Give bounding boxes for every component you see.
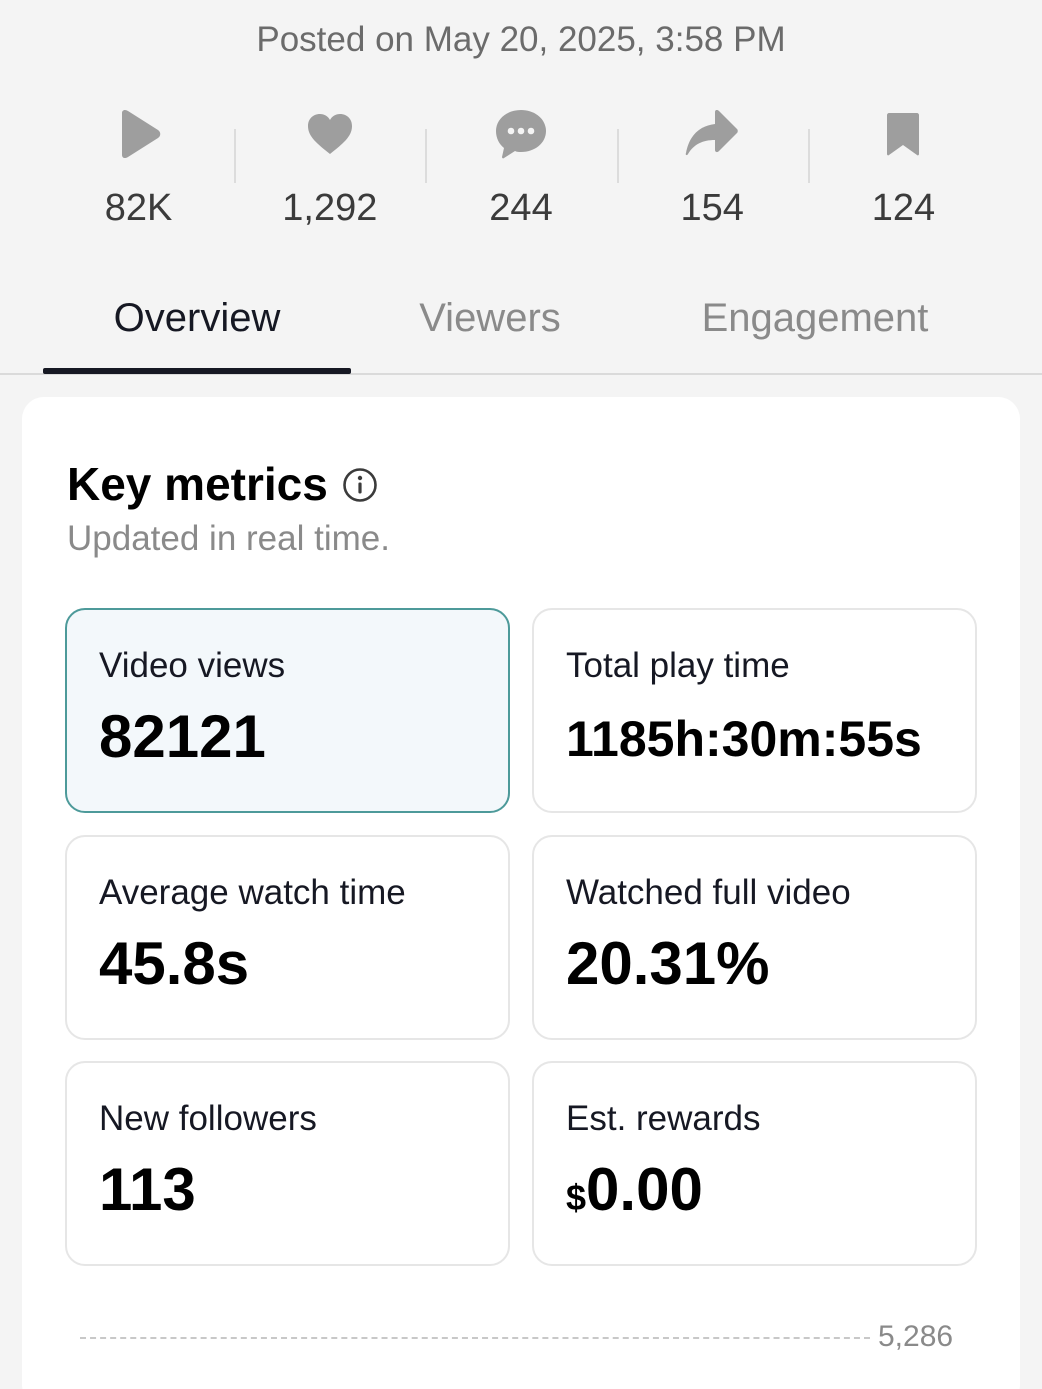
heart-icon [306, 105, 354, 163]
key-metrics-card: Key metrics Updated in real time. Video … [22, 397, 1020, 1389]
metric-average-watch-time[interactable]: Average watch time 45.8s [65, 835, 510, 1040]
analytics-tabs: Overview Viewers Engagement [0, 270, 1042, 375]
key-metrics-title: Key metrics [67, 457, 378, 511]
stat-likes[interactable]: 1,292 [234, 105, 425, 235]
metric-value: 82121 [99, 703, 266, 770]
key-metrics-title-text: Key metrics [67, 458, 328, 510]
stat-views[interactable]: 82K [43, 105, 234, 235]
active-tab-indicator [43, 368, 351, 374]
chart-gridline [80, 1337, 870, 1339]
metric-total-play-time[interactable]: Total play time 1185h:30m:55s [532, 608, 977, 813]
stat-comments[interactable]: 244 [425, 105, 616, 235]
currency-symbol: $ [566, 1177, 587, 1218]
stats-row: 82K 1,292 244 154 124 [43, 105, 999, 235]
metric-watched-full-video[interactable]: Watched full video 20.31% [532, 835, 977, 1040]
play-icon [116, 105, 162, 163]
metric-label: Est. rewards [566, 1099, 761, 1138]
tab-engagement[interactable]: Engagement [701, 296, 929, 340]
stat-shares-value: 154 [680, 187, 744, 229]
metric-new-followers[interactable]: New followers 113 [65, 1061, 510, 1266]
metric-value: $0.00 [566, 1155, 703, 1224]
posted-date: Posted on May 20, 2025, 3:58 PM [256, 20, 786, 59]
metric-value: 113 [99, 1156, 196, 1223]
metric-label: New followers [99, 1099, 317, 1138]
metric-label: Average watch time [99, 873, 406, 912]
metric-est-rewards[interactable]: Est. rewards $0.00 [532, 1061, 977, 1266]
stat-favorites[interactable]: 124 [807, 105, 999, 235]
metric-value: 20.31% [566, 930, 770, 997]
stat-comments-value: 244 [489, 187, 553, 229]
stat-favorites-value: 124 [871, 187, 936, 229]
stat-shares[interactable]: 154 [616, 105, 808, 235]
metric-label: Total play time [566, 646, 790, 685]
comment-icon [494, 105, 548, 163]
metric-value: 45.8s [99, 930, 250, 997]
tab-viewers[interactable]: Viewers [419, 296, 561, 340]
info-icon[interactable] [342, 467, 378, 503]
stat-likes-value: 1,292 [282, 187, 378, 229]
share-icon [685, 105, 739, 163]
metric-value: 1185h:30m:55s [566, 711, 922, 767]
bookmark-icon [885, 105, 921, 163]
rewards-amount: 0.00 [586, 1156, 703, 1223]
metric-label: Video views [99, 646, 286, 685]
metric-label: Watched full video [566, 873, 851, 912]
key-metrics-subtitle: Updated in real time. [67, 519, 390, 558]
chart-tick-label: 5,286 [878, 1320, 954, 1353]
stat-views-value: 82K [104, 187, 173, 229]
metric-video-views[interactable]: Video views 82121 [65, 608, 510, 813]
tab-overview[interactable]: Overview [113, 296, 281, 340]
